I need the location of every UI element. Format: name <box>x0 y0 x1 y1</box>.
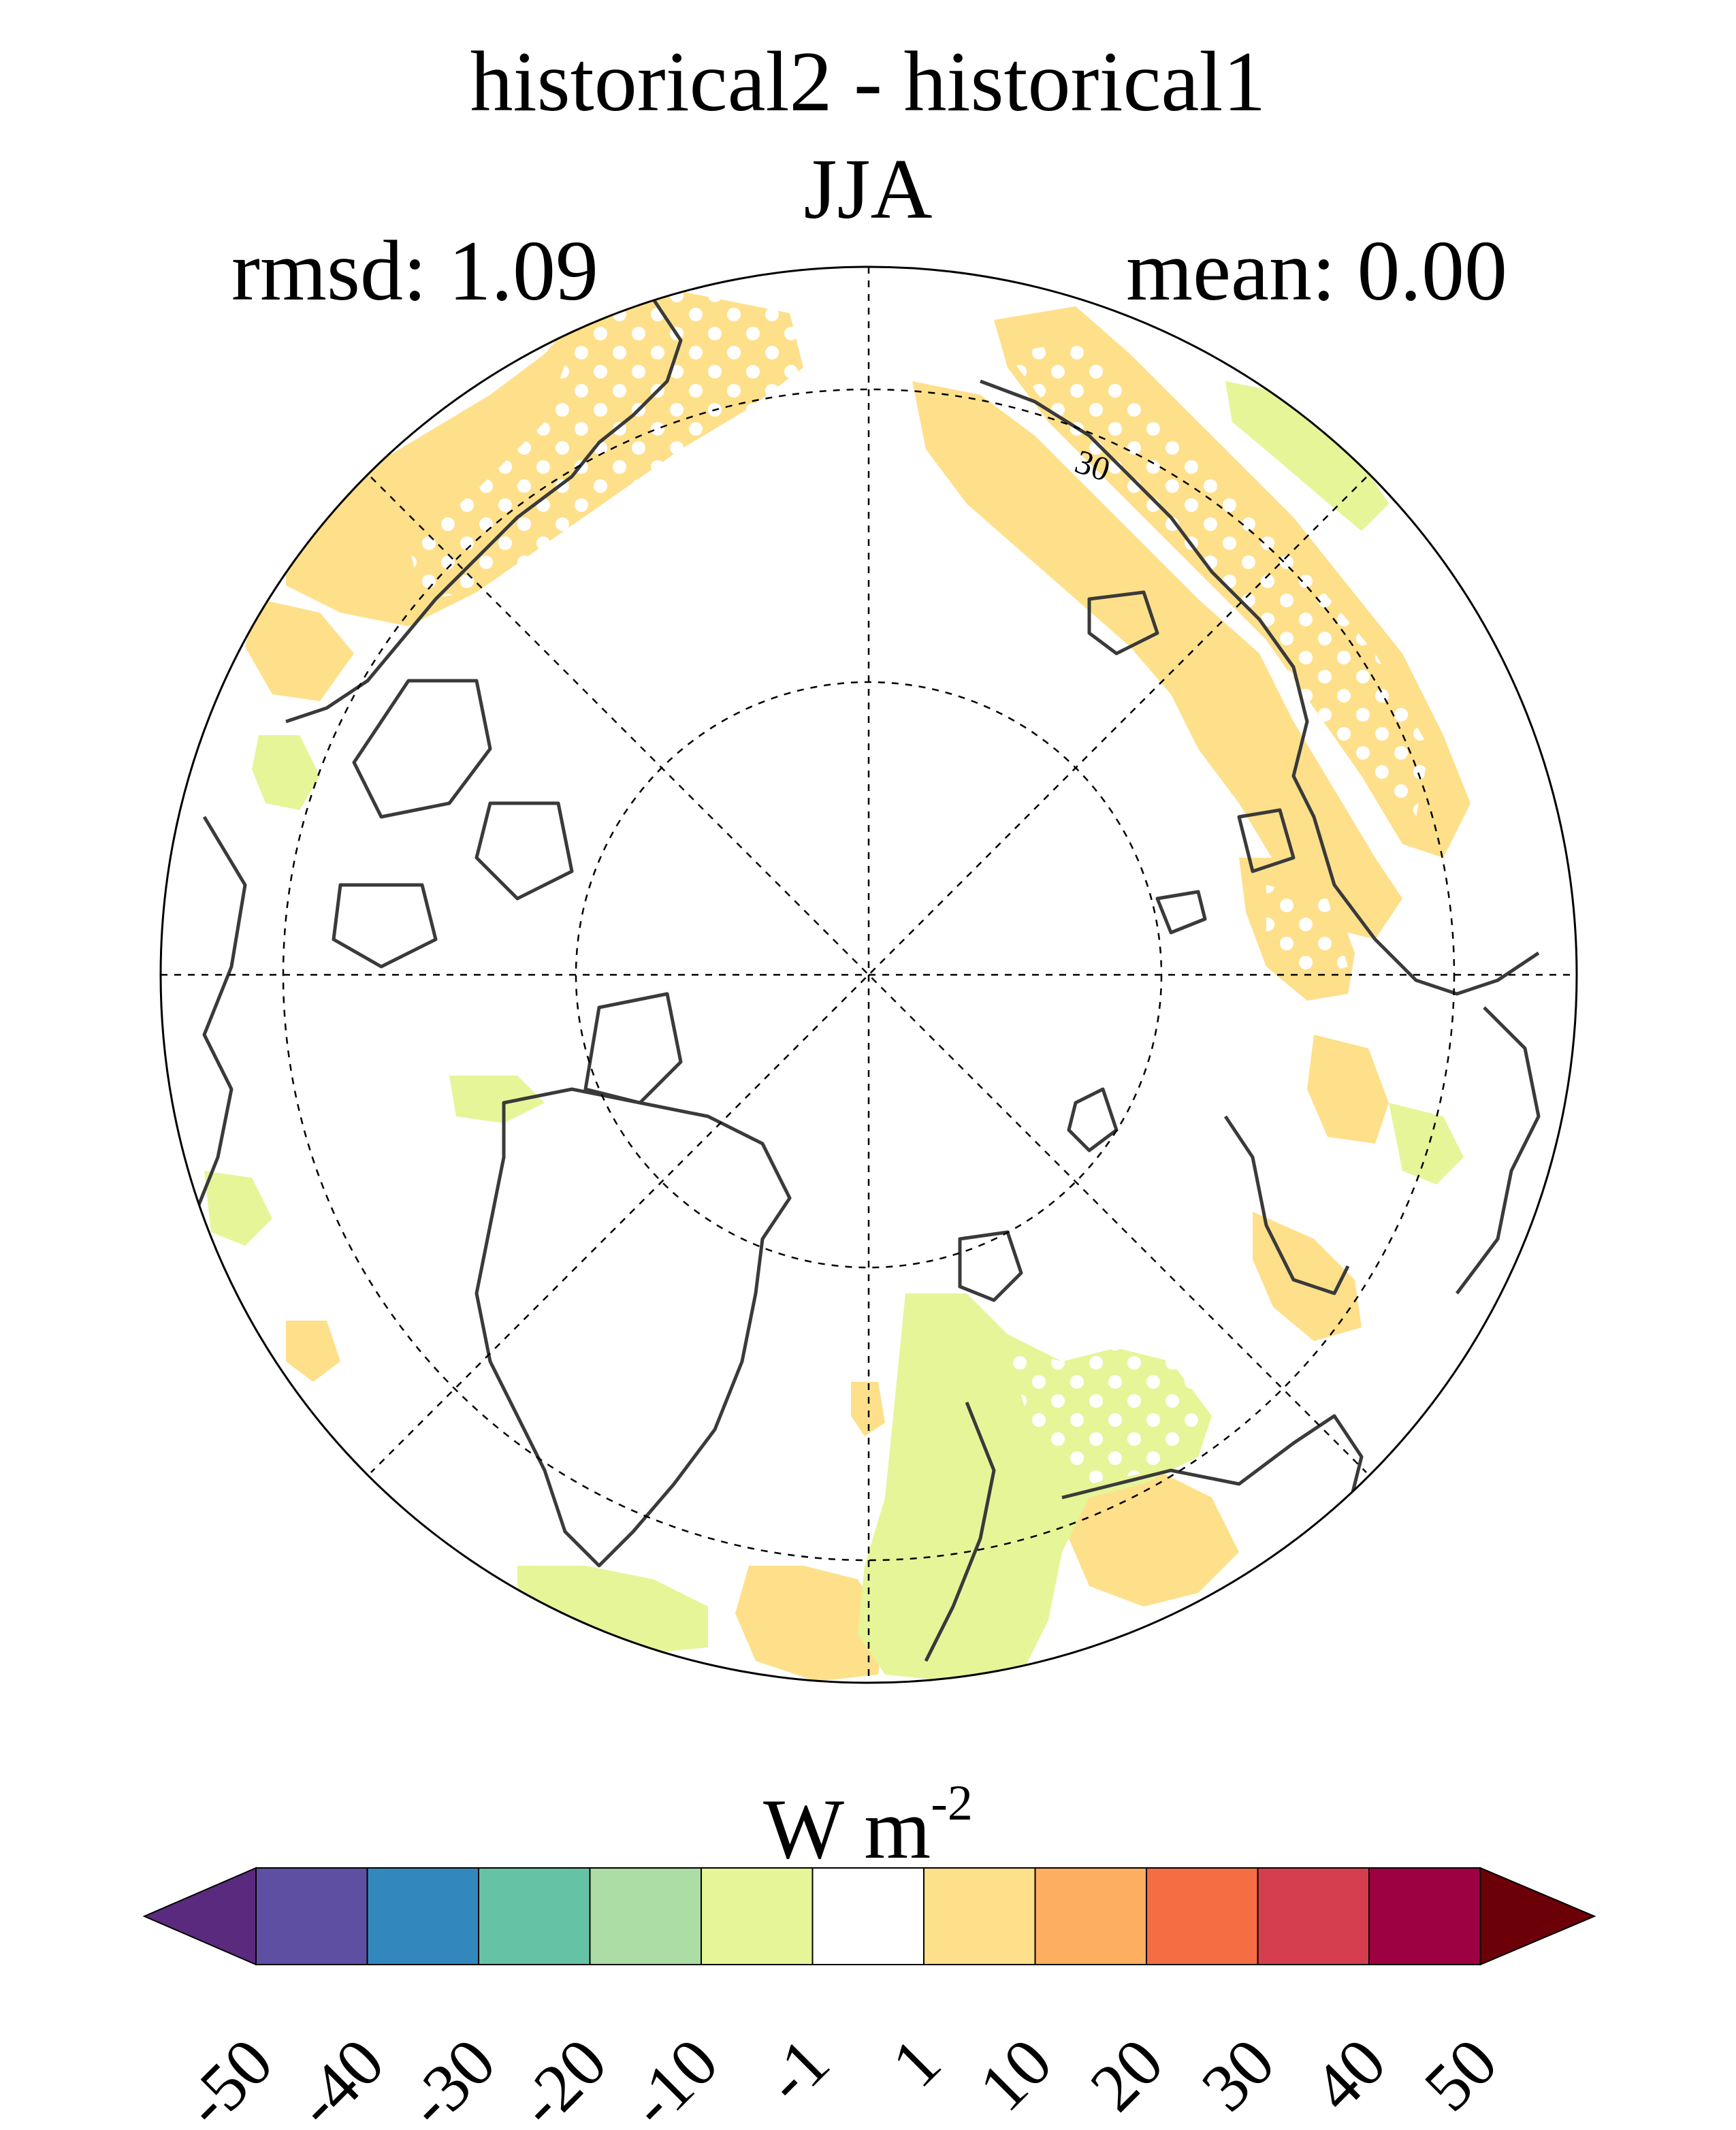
colorbar-box <box>255 1867 368 1965</box>
coast-canada-islands-2 <box>475 801 574 901</box>
region-canada-green <box>252 735 320 810</box>
map-border <box>159 265 1578 1684</box>
colorbar-tick-label: -20 <box>503 2024 621 2130</box>
colorbar-tick-label: 1 <box>878 2024 955 2101</box>
coast-alaska <box>285 298 683 724</box>
coast-novaya-zemlya <box>1223 1115 1350 1295</box>
graticule <box>161 267 1577 1683</box>
colorbar-box <box>1034 1867 1147 1965</box>
coast-canada-islands <box>352 679 492 819</box>
region-siberia-east <box>912 381 1402 939</box>
coast-asia-east <box>1456 1006 1541 1295</box>
map-disc <box>161 267 1577 1683</box>
colorbar-tick-label: 30 <box>1187 2024 1289 2125</box>
coast-ellesmere <box>583 992 683 1105</box>
polar-map: 30 <box>159 265 1578 1684</box>
colorbar-box <box>1146 1867 1259 1965</box>
colorbar-boxes <box>142 1867 1596 1966</box>
colorbar-tick-label: -40 <box>280 2024 398 2130</box>
colorbar-box <box>701 1867 814 1965</box>
colorbar-box <box>1257 1867 1370 1965</box>
colorbar-lower-extend <box>142 1867 257 1966</box>
region-taymyr <box>1307 1035 1389 1144</box>
coast-scandinavia <box>924 1402 996 1662</box>
colorbar-ticks: -50-40-30-20-10 -1 1 10 20 30 40 50 <box>170 2024 1511 2130</box>
mean-label: mean: 0.00 <box>1126 224 1507 319</box>
region-baffin-green <box>449 1076 545 1123</box>
units-exponent: -2 <box>931 1775 973 1831</box>
coast-chukotka-islands <box>1087 590 1159 656</box>
region-scandinavia <box>1069 1470 1239 1607</box>
region-east-siberia-green <box>1225 381 1389 531</box>
rmsd-label: rmsd: 1.09 <box>231 224 599 319</box>
coast-greenland <box>475 1087 792 1568</box>
region-alaska-west <box>245 599 354 701</box>
colorbar-tick-label: 20 <box>1076 2024 1177 2125</box>
colorbar-box <box>478 1867 591 1965</box>
colorbar-box <box>811 1867 925 1965</box>
coast-canada-islands-3 <box>332 883 438 969</box>
colorbar-tick-label: -1 <box>750 2024 843 2117</box>
coast-canada-mainland <box>189 816 247 1226</box>
region-greenland-sea-small <box>851 1382 885 1436</box>
coast-severnaya <box>1237 808 1296 873</box>
colorbar-tick-label: -30 <box>392 2024 510 2130</box>
region-canada-south <box>286 1321 340 1382</box>
colorbar-upper-extend <box>1479 1867 1596 1966</box>
meridian-135 <box>370 477 1367 1473</box>
colorbar-tick-label: 40 <box>1298 2024 1400 2125</box>
colorbar-tick-label: 50 <box>1410 2024 1511 2125</box>
region-kara <box>1253 1212 1362 1341</box>
colorbar-box <box>366 1867 479 1965</box>
colorbar-tick-label: -10 <box>615 2024 733 2130</box>
colorbar-tick-label: -50 <box>170 2024 287 2130</box>
map-title: historical2 - historical1 <box>470 35 1266 129</box>
coast-siberia <box>980 379 1540 996</box>
colorbar-units: W m-2 <box>0 1778 1736 1873</box>
coast-wrangel <box>1155 890 1207 935</box>
colorbar-tick-label: 10 <box>965 2024 1066 2125</box>
colorbar-box <box>1368 1867 1481 1965</box>
coast-svalbard <box>958 1230 1023 1302</box>
coast-europe <box>1061 1414 1364 1512</box>
region-barents-green <box>1389 1103 1464 1184</box>
meridian-45 <box>370 477 1367 1473</box>
colorbar-box <box>589 1867 702 1965</box>
coastlines <box>189 298 1541 1662</box>
coast-franz-josef <box>1067 1087 1119 1152</box>
season-label: JJA <box>803 142 933 237</box>
colorbar-box <box>923 1867 1036 1965</box>
region-north-atlantic <box>735 1566 885 1681</box>
units-base: W m <box>763 1782 931 1877</box>
region-canada-green-2 <box>204 1171 272 1246</box>
